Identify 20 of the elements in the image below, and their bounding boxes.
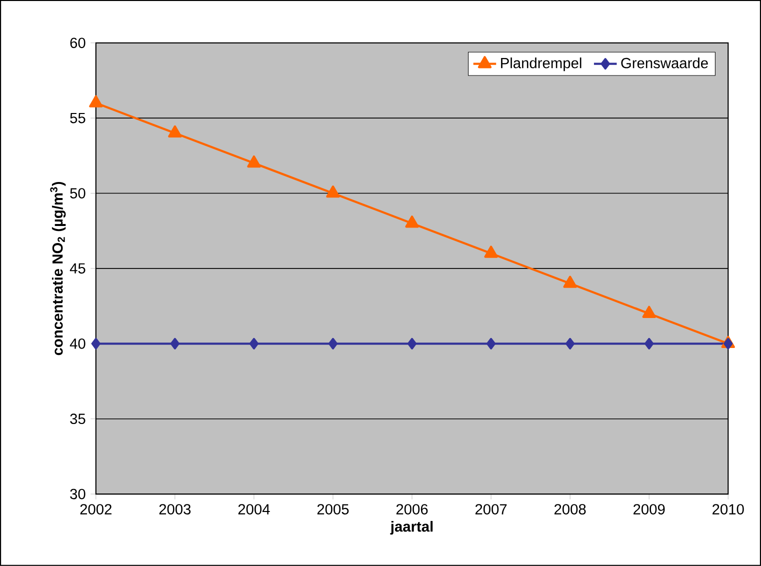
x-tick-label: 2002 bbox=[80, 504, 112, 514]
y-axis-title: concentratie NO$_{2}$ (µg/m$^{3}$) bbox=[50, 182, 66, 356]
x-axis-title: jaartal bbox=[390, 520, 433, 535]
x-tick-label: 2007 bbox=[475, 504, 507, 514]
y-tick-label: 30 bbox=[70, 488, 86, 500]
y-tick-label: 50 bbox=[70, 188, 86, 198]
x-tick-label: 2009 bbox=[634, 504, 665, 514]
x-tick-label: 2010 bbox=[712, 504, 744, 514]
x-tick-label: 2006 bbox=[396, 504, 428, 514]
y-tick-label: 40 bbox=[70, 338, 86, 349]
x-tick-label: 2003 bbox=[159, 504, 191, 514]
legend-label: Plandrempel bbox=[501, 58, 582, 72]
x-tick-label: 2005 bbox=[317, 504, 349, 514]
y-tick-label: 45 bbox=[70, 263, 86, 274]
y-tick-label: 60 bbox=[70, 38, 86, 48]
legend-label: Grenswaarde bbox=[621, 58, 708, 68]
x-tick-label: 2004 bbox=[238, 504, 270, 514]
x-tick-label: 2008 bbox=[554, 504, 586, 514]
y-tick-label: 35 bbox=[70, 414, 86, 424]
y-tick-label: 55 bbox=[70, 112, 86, 124]
